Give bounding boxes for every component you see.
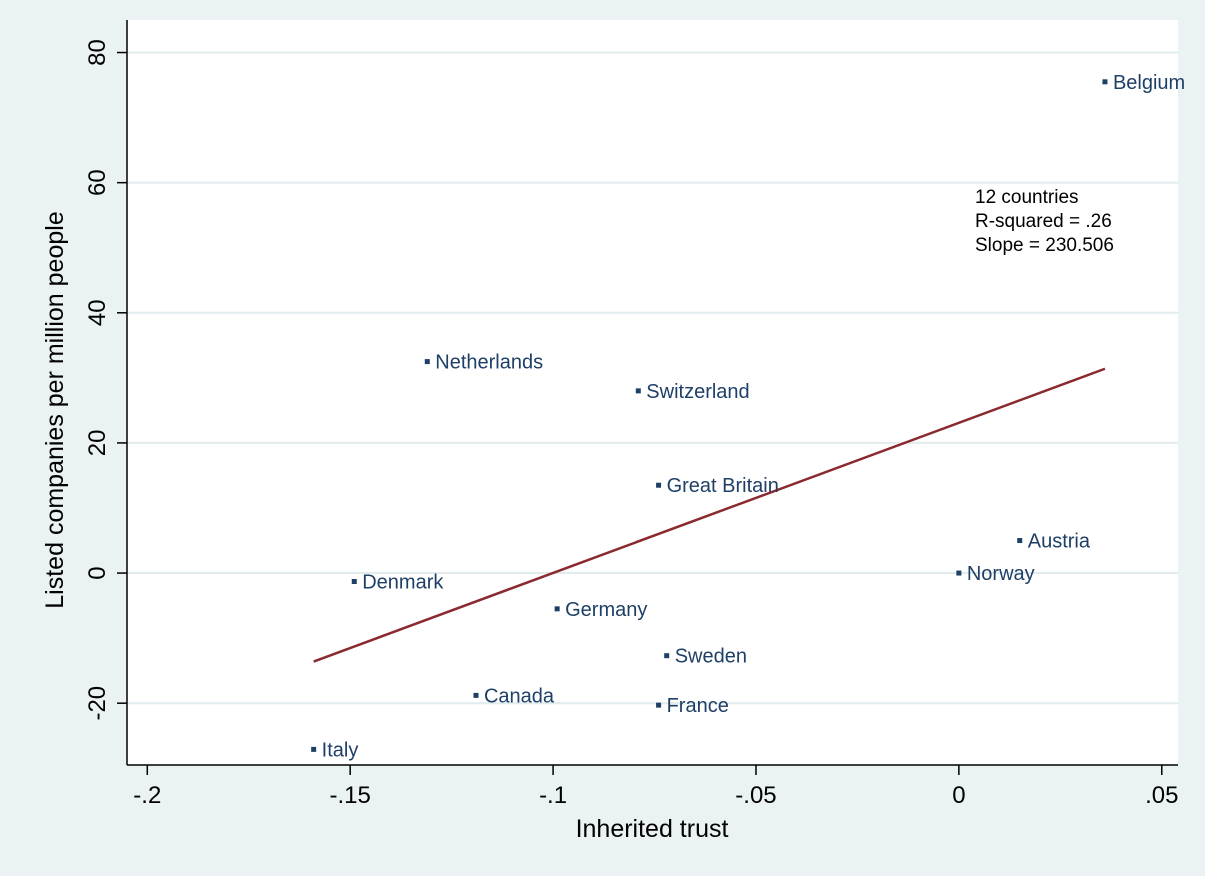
point-italy <box>311 746 317 752</box>
y-tick-label: 80 <box>84 39 111 66</box>
point-germany <box>554 606 560 612</box>
data-points: Belgium Netherlands Switzerland Great Brita… <box>311 72 1185 761</box>
point-label-germany: Germany <box>565 599 647 621</box>
point-label-italy: Italy <box>322 739 359 761</box>
fit-line-group <box>313 367 1106 663</box>
point-switzerland <box>635 388 641 394</box>
y-tick-label: 40 <box>84 299 111 326</box>
y-tick-label: 60 <box>84 169 111 196</box>
point-sweden <box>664 653 670 659</box>
point-label-belgium: Belgium <box>1113 72 1185 94</box>
x-tick-label: -.2 <box>133 782 161 809</box>
point-norway <box>956 570 962 576</box>
point-netherlands <box>424 359 430 365</box>
point-label-france: France <box>667 695 729 717</box>
y-tick-label: -20 <box>84 686 111 721</box>
annotation-countries: 12 countries <box>975 187 1079 208</box>
point-great-britain <box>656 482 662 488</box>
point-label-norway: Norway <box>967 563 1035 585</box>
point-austria <box>1017 538 1023 544</box>
point-france <box>656 702 662 708</box>
point-label-switzerland: Switzerland <box>646 381 749 403</box>
x-tick-label: .05 <box>1145 782 1178 809</box>
x-tick-label: 0 <box>952 782 965 809</box>
point-label-canada: Canada <box>484 685 555 707</box>
point-label-sweden: Sweden <box>675 646 747 668</box>
x-axis-title: Inherited trust <box>576 815 729 843</box>
annotation-slope: Slope = 230.506 <box>975 235 1114 256</box>
point-belgium <box>1102 79 1108 85</box>
x-tick-label: -.1 <box>539 782 567 809</box>
gridlines <box>127 51 1178 705</box>
y-tick-label: 0 <box>84 566 111 579</box>
point-canada <box>473 692 479 698</box>
point-label-austria: Austria <box>1028 531 1091 553</box>
x-tick-label: -.15 <box>330 782 371 809</box>
point-label-netherlands: Netherlands <box>435 352 543 374</box>
point-label-great-britain: Great Britain <box>667 475 779 497</box>
x-tick-label: -.05 <box>735 782 776 809</box>
point-denmark <box>351 579 357 585</box>
fit-line <box>313 367 1106 663</box>
annotation-r-squared: R-squared = .26 <box>975 211 1112 232</box>
y-axis-title: Listed companies per million people <box>41 211 69 608</box>
plot-area <box>127 20 1178 765</box>
axes: -20 0 20 40 60 80 -.2 -.15 -.1 -.05 0 .05 <box>84 20 1178 809</box>
y-tick-label: 20 <box>84 430 111 457</box>
point-label-denmark: Denmark <box>362 572 444 594</box>
